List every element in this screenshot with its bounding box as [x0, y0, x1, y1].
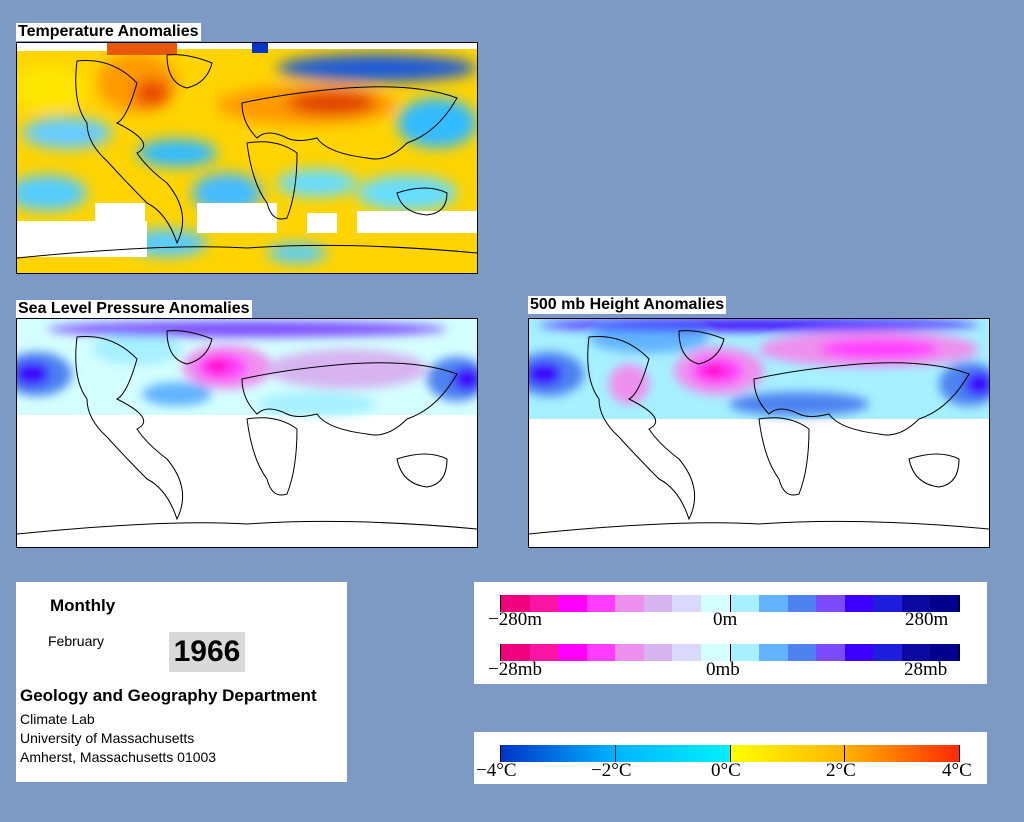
- temperature-map-title: Temperature Anomalies: [16, 23, 201, 41]
- university-name: University of Massachusetts: [20, 730, 195, 746]
- height-scale-swatch: [873, 595, 902, 612]
- pressure-scale-swatch: [901, 644, 931, 661]
- temp-scale-label-minus4: −4°C: [476, 760, 517, 781]
- year-label: 1966: [169, 632, 245, 672]
- info-panel: Monthly February 1966 Geology and Geogra…: [16, 582, 347, 782]
- pressure-scale-swatch: [787, 644, 817, 661]
- height-scale-swatch: [816, 595, 845, 612]
- temp-scale-label-plus2: 2°C: [826, 760, 856, 781]
- height-scale-swatch: [558, 595, 587, 612]
- height-scale-swatch: [901, 595, 931, 612]
- height-scale-swatch: [930, 595, 960, 612]
- height-scale-swatch: [500, 595, 530, 612]
- height-scale-swatch: [759, 595, 788, 612]
- pressure-scale-mid-label: 0mb: [706, 659, 740, 680]
- month-label: February: [48, 633, 105, 649]
- pressure-scale-swatch: [558, 644, 587, 661]
- height-map-title: 500 mb Height Anomalies: [528, 296, 727, 314]
- pressure-scale-swatch: [615, 644, 644, 661]
- temp-scale-tick: [844, 745, 846, 762]
- height-scale-max-label: 280m: [905, 609, 949, 630]
- height-scale-swatch: [787, 595, 817, 612]
- department-name: Geology and Geography Department: [20, 686, 317, 705]
- temp-scale-tick: [729, 745, 731, 762]
- pressure-scale-swatch: [700, 644, 730, 661]
- pressure-scale-swatch: [672, 644, 701, 661]
- temp-scale-label-plus4: 4°C: [942, 760, 972, 781]
- lab-name: Climate Lab: [20, 711, 95, 727]
- temp-scale-tick: [959, 745, 960, 762]
- height-scale-swatch: [700, 595, 730, 612]
- pressure-scale-swatch: [759, 644, 788, 661]
- pressure-scale-swatch: [586, 644, 616, 661]
- height-scale-swatch: [672, 595, 701, 612]
- temp-scale-tick: [614, 745, 616, 762]
- slp-map-title: Sea Level Pressure Anomalies: [16, 300, 252, 318]
- height-scale-min-label: −280m: [488, 609, 542, 630]
- pressure-scale-min-label: −28mb: [488, 659, 542, 680]
- temperature-color-scale: [500, 745, 960, 762]
- pressure-scale-swatch: [844, 644, 874, 661]
- pressure-scale-swatch: [873, 644, 902, 661]
- height-scale-swatch: [586, 595, 616, 612]
- pressure-scale-swatch: [500, 644, 530, 661]
- pressure-scale-max-label: 28mb: [904, 659, 948, 680]
- period-label: Monthly: [50, 596, 116, 615]
- pressure-scale-swatch: [729, 644, 760, 661]
- address-line: Amherst, Massachusetts 01003: [20, 749, 217, 765]
- sea-level-pressure-map: [16, 318, 478, 548]
- height-pressure-legend-panel: −280m 0m 280m −28mb 0mb 28mb: [474, 582, 987, 684]
- height-scale-swatch: [643, 595, 673, 612]
- pressure-scale-swatch: [643, 644, 673, 661]
- temp-scale-label-minus2: −2°C: [591, 760, 632, 781]
- temperature-legend-panel: −4°C −2°C 0°C 2°C 4°C: [474, 732, 987, 784]
- height-scale-swatch: [615, 595, 644, 612]
- pressure-scale-swatch: [529, 644, 559, 661]
- temperature-anomaly-map: [16, 42, 478, 274]
- pressure-scale-swatch: [816, 644, 845, 661]
- temp-scale-tick: [500, 745, 501, 762]
- temp-scale-label-zero: 0°C: [711, 760, 741, 781]
- height-scale-swatch: [729, 595, 760, 612]
- height-scale-swatch: [844, 595, 874, 612]
- height-color-scale: [500, 595, 960, 612]
- pressure-color-scale: [500, 644, 960, 661]
- height-scale-swatch: [529, 595, 559, 612]
- height-scale-mid-label: 0m: [713, 609, 738, 630]
- pressure-scale-swatch: [930, 644, 960, 661]
- 500mb-height-map: [528, 318, 990, 548]
